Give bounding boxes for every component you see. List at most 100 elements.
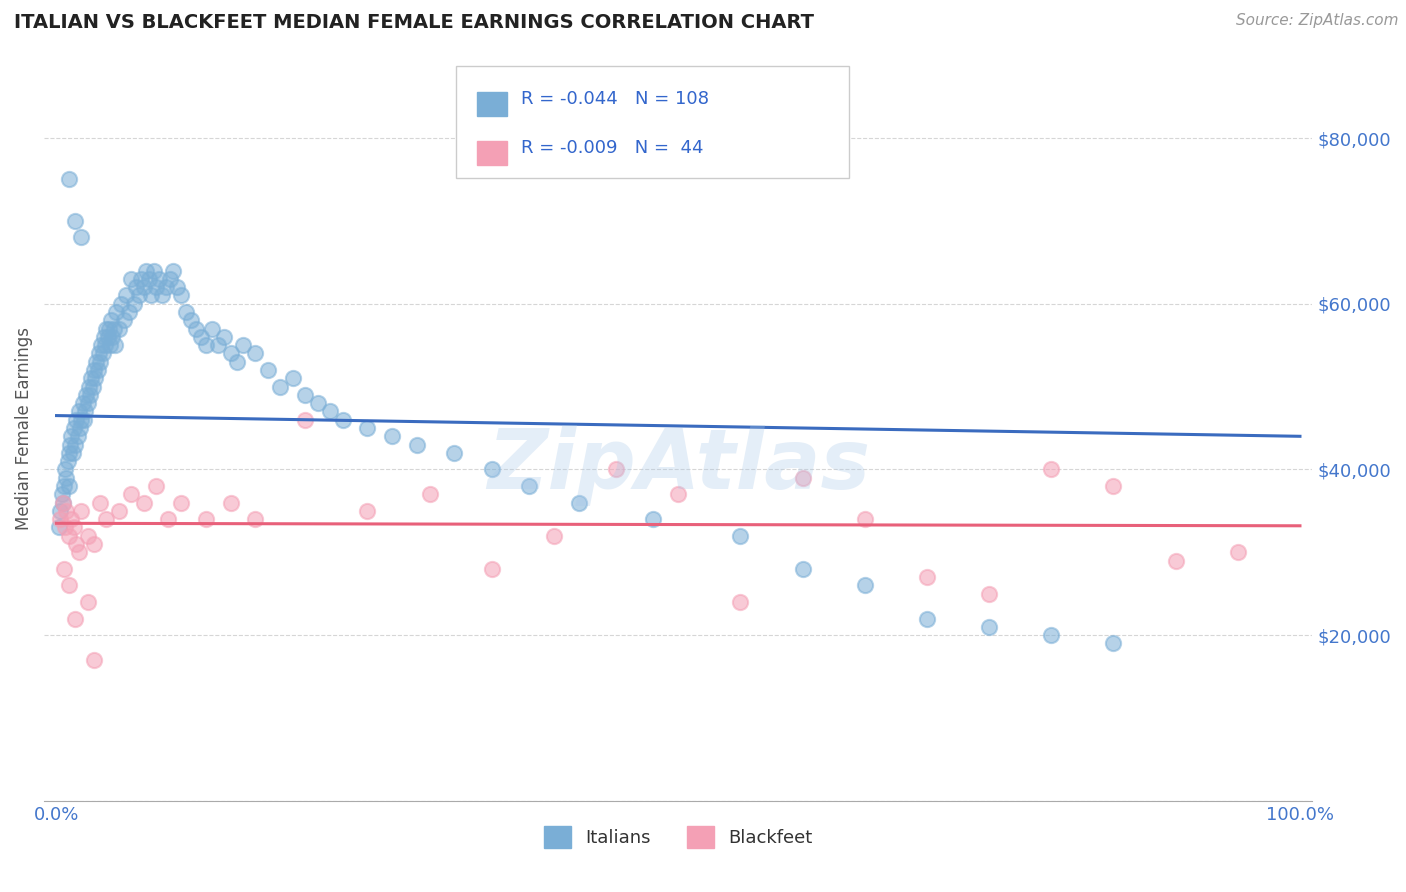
Point (730, 595, 752, 609)
Point (79, 388, 101, 402)
Point (132, 495, 155, 509)
Point (145, 280, 167, 294)
Point (128, 288, 150, 302)
Point (1164, 553, 1187, 567)
Point (129, 272, 152, 286)
Point (159, 272, 181, 286)
Point (103, 321, 125, 335)
Point (174, 305, 197, 319)
Point (190, 330, 212, 344)
Point (76, 529, 98, 543)
Point (58, 172, 80, 186)
Point (219, 495, 242, 509)
Point (69, 421, 91, 435)
Point (853, 578, 876, 592)
Point (60, 429, 83, 443)
Point (605, 462, 627, 476)
Point (82, 379, 104, 393)
Point (269, 379, 291, 393)
Point (294, 388, 316, 402)
Point (96, 512, 118, 526)
Point (419, 487, 441, 501)
Point (58, 578, 80, 592)
Point (120, 272, 142, 286)
Point (53, 462, 76, 476)
Point (104, 338, 127, 352)
Point (52, 495, 75, 509)
Point (51, 487, 73, 501)
Point (194, 512, 217, 526)
Point (481, 562, 503, 576)
Point (70, 504, 93, 518)
Point (77, 379, 100, 393)
Point (100, 313, 122, 327)
FancyBboxPatch shape (477, 92, 508, 116)
Point (138, 272, 160, 286)
Point (53, 479, 76, 493)
Point (232, 338, 254, 352)
Point (86, 355, 108, 369)
Point (86, 363, 108, 377)
Point (120, 487, 142, 501)
Point (1040, 628, 1063, 642)
Point (96, 330, 118, 344)
Point (915, 570, 938, 584)
Point (166, 280, 188, 294)
Point (214, 330, 236, 344)
Point (1040, 462, 1063, 476)
Point (75, 404, 97, 418)
Point (80, 371, 103, 385)
Point (83, 653, 105, 667)
Point (55, 504, 77, 518)
Y-axis label: Median Female Earnings: Median Female Earnings (15, 326, 32, 530)
Point (63, 421, 86, 435)
Point (55, 471, 77, 485)
Point (122, 296, 145, 310)
Point (184, 321, 207, 335)
Point (58, 529, 80, 543)
Point (125, 280, 148, 294)
Point (245, 346, 267, 360)
Point (83, 363, 105, 377)
Point (67, 545, 90, 559)
Point (170, 288, 193, 302)
Point (89, 355, 111, 369)
Point (356, 421, 378, 435)
Point (53, 562, 76, 576)
Point (112, 313, 135, 327)
Point (105, 305, 128, 319)
Point (356, 504, 378, 518)
Point (225, 355, 247, 369)
Point (157, 512, 180, 526)
Text: Source: ZipAtlas.com: Source: ZipAtlas.com (1236, 13, 1399, 29)
Point (132, 280, 155, 294)
Point (83, 537, 105, 551)
Point (643, 512, 665, 526)
Point (66, 429, 89, 443)
Point (543, 529, 565, 543)
Point (853, 512, 876, 526)
Point (62, 446, 84, 460)
Point (67, 404, 90, 418)
Point (49, 512, 72, 526)
Point (96, 321, 118, 335)
Point (180, 313, 202, 327)
Point (245, 512, 267, 526)
Point (49, 504, 72, 518)
Point (90, 338, 112, 352)
Point (381, 429, 404, 443)
Point (48, 520, 70, 534)
Point (65, 537, 87, 551)
Point (84, 371, 107, 385)
Point (63, 611, 86, 625)
Point (70, 413, 93, 427)
Point (406, 437, 429, 451)
Point (915, 611, 938, 625)
Text: R = -0.009   N =  44: R = -0.009 N = 44 (522, 139, 703, 157)
Point (76, 595, 98, 609)
Point (666, 487, 689, 501)
Point (319, 404, 342, 418)
Point (94, 338, 117, 352)
Point (63, 520, 86, 534)
Point (792, 562, 814, 576)
